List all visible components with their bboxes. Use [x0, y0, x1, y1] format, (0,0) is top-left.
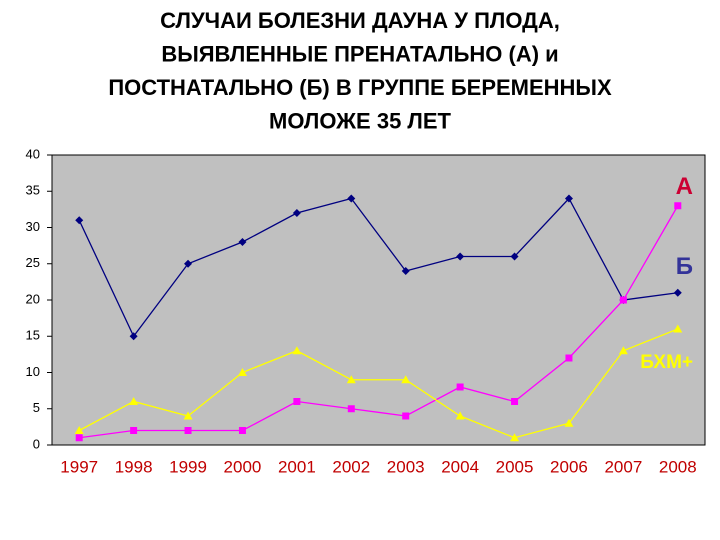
point [292, 209, 301, 217]
point [565, 354, 573, 362]
point [238, 238, 247, 246]
chart-title: ВЫЯВЛЕННЫЕ ПРЕНАТАЛЬНО (А) и [161, 41, 558, 66]
point [674, 202, 682, 210]
x-tick-label: 2003 [387, 457, 425, 476]
plot-area [51, 154, 706, 446]
point [402, 412, 410, 420]
x-tick-label: 2002 [332, 457, 370, 476]
x-tick-label: 2004 [441, 457, 479, 476]
point [401, 267, 410, 275]
point [129, 397, 139, 405]
series-label: БХМ+ [640, 352, 693, 373]
x-tick-label: 2000 [224, 457, 262, 476]
y-tick-label: 40 [26, 146, 40, 161]
point [129, 332, 138, 341]
point [184, 259, 193, 268]
point [673, 288, 682, 297]
y-tick-label: 15 [26, 328, 40, 343]
x-tick-label: 1997 [60, 457, 98, 476]
series-line [78, 328, 679, 439]
x-tick-label: 2005 [496, 457, 534, 476]
y-tick-label: 10 [26, 364, 40, 379]
point [401, 375, 411, 384]
series-line [78, 197, 678, 338]
point [346, 375, 356, 384]
point [75, 216, 84, 225]
x-tick-label: 1999 [169, 457, 207, 476]
point [347, 405, 355, 413]
point [456, 383, 464, 391]
series-label: А [676, 173, 693, 200]
x-tick-label: 2007 [604, 457, 642, 476]
x-tick-label: 2008 [659, 457, 697, 476]
point [619, 296, 627, 304]
point [618, 346, 628, 355]
point [511, 398, 519, 405]
point [292, 346, 302, 355]
point [564, 194, 573, 203]
point [183, 411, 193, 420]
point [237, 368, 247, 376]
y-tick-label: 25 [26, 255, 40, 270]
series-line [79, 205, 679, 439]
y-tick-label: 35 [26, 183, 40, 198]
point [347, 194, 356, 203]
point [184, 427, 192, 434]
y-tick-label: 5 [33, 400, 40, 415]
y-tick-label: 0 [33, 436, 40, 451]
y-tick-label: 30 [26, 219, 40, 234]
x-tick-label: 2006 [550, 457, 588, 476]
series-label: Б [676, 253, 693, 280]
point [238, 427, 246, 434]
point [75, 434, 83, 442]
point [673, 324, 683, 333]
x-tick-label: 1998 [115, 457, 153, 476]
chart-title: ПОСТНАТАЛЬНО (Б) В ГРУППЕ БЕРЕМЕННЫХ [108, 75, 612, 100]
point [456, 252, 465, 261]
y-tick-label: 20 [26, 291, 40, 306]
chart-title: СЛУЧАИ БОЛЕЗНИ ДАУНА У ПЛОДА, [160, 8, 560, 33]
x-tick-label: 2001 [278, 457, 316, 476]
chart-title: МОЛОЖЕ 35 ЛЕТ [269, 108, 452, 133]
point [510, 433, 520, 442]
point [293, 398, 301, 405]
point [510, 252, 519, 261]
point [130, 427, 138, 434]
point [74, 426, 84, 434]
point [564, 418, 574, 427]
point [455, 411, 465, 420]
